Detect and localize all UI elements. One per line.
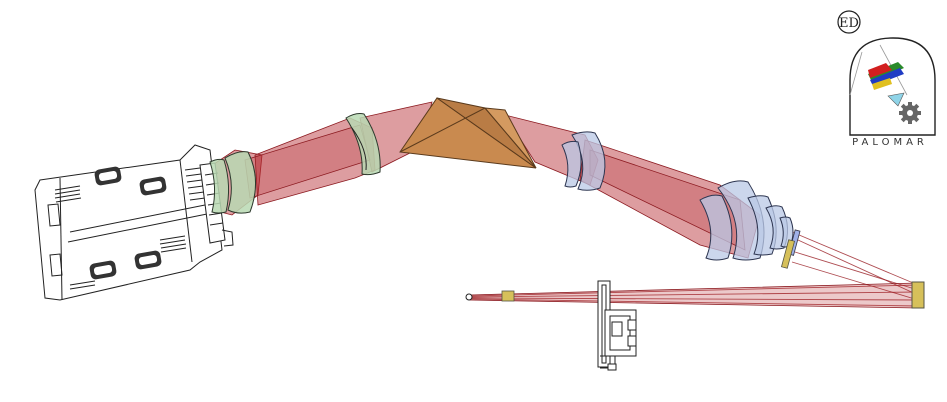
logo-monogram: ED bbox=[839, 16, 859, 31]
fold-mirror bbox=[911, 281, 925, 309]
lens-group-camera bbox=[209, 151, 256, 214]
monogram-icon: ED bbox=[837, 10, 861, 34]
slit-mechanism bbox=[597, 280, 637, 371]
logo-name: PALOMAR bbox=[852, 137, 928, 148]
pinhole bbox=[465, 293, 473, 301]
beam-path bbox=[204, 101, 919, 309]
camera-housing-icon bbox=[34, 144, 234, 301]
lens-collimator bbox=[345, 113, 381, 176]
prism-icon bbox=[399, 97, 537, 169]
lens-spectrograph bbox=[561, 131, 606, 191]
gear-icon bbox=[899, 102, 921, 124]
lens-group-large bbox=[699, 180, 801, 269]
palomar-logo-icon bbox=[849, 37, 936, 136]
slit-filter bbox=[501, 290, 515, 302]
